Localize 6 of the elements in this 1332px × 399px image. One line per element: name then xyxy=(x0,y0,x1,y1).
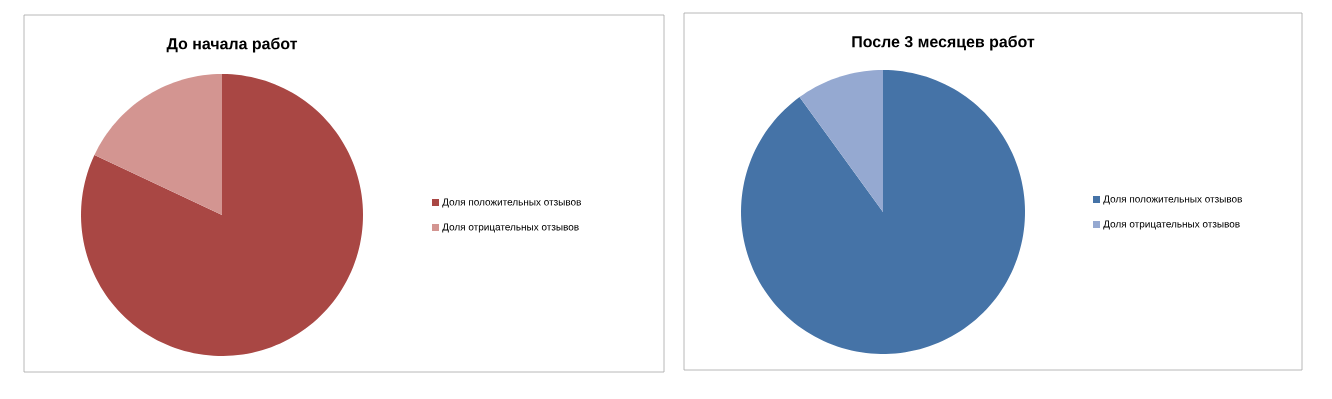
chart-title: После 3 месяцев работ xyxy=(852,35,1035,51)
chart-title: До начала работ xyxy=(166,37,298,53)
legend-label: Доля отрицательных отзывов xyxy=(442,223,579,233)
legend-label: Доля отрицательных отзывов xyxy=(1103,220,1240,230)
legend-label: Доля положительных отзывов xyxy=(1103,195,1242,205)
legend-label: Доля положительных отзывов xyxy=(442,198,581,208)
